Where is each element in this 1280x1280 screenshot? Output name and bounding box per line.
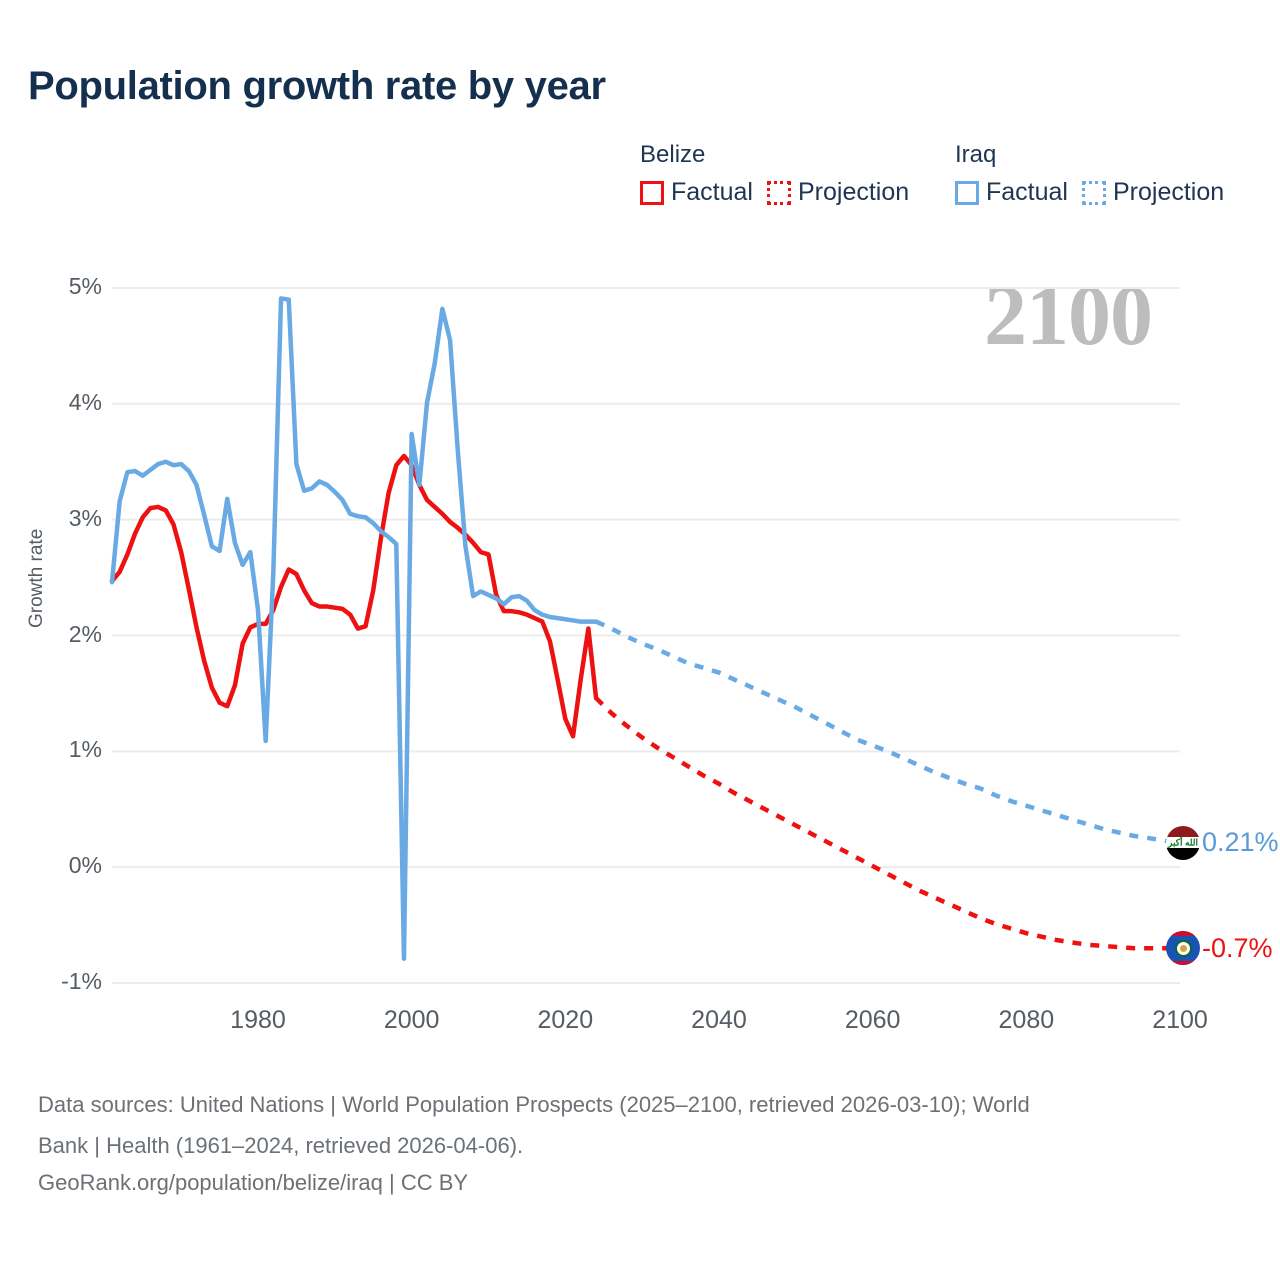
- page-title: Population growth rate by year: [28, 64, 606, 108]
- y-tick-label: 3%: [68, 504, 102, 531]
- legend-group-belize: Belize Factual Projection: [640, 140, 909, 207]
- legend-swatch-dotted-icon: [766, 180, 791, 205]
- legend-item-belize-factual[interactable]: Factual: [640, 178, 753, 207]
- y-tick-label: 1%: [68, 736, 102, 763]
- legend-items-iraq: Factual Projection: [955, 178, 1224, 207]
- x-tick-label: 2020: [537, 1006, 594, 1034]
- iraq-flag-icon: الله أكبر: [1166, 825, 1200, 860]
- footer-sources: Data sources: United Nations | World Pop…: [38, 1086, 1248, 1201]
- x-tick-label: 2040: [691, 1006, 747, 1034]
- series-line-iraq-projection: [595, 619, 1181, 846]
- year-watermark: 2100: [984, 267, 1153, 363]
- belize-flag-icon: [1166, 931, 1200, 966]
- endpoint-iraq: الله أكبر 0.21%: [1166, 825, 1279, 860]
- legend-group-iraq: Iraq Factual Projection: [955, 140, 1224, 207]
- x-tick-label: 1980: [230, 1006, 286, 1034]
- legend-item-iraq-projection[interactable]: Projection: [1081, 178, 1225, 207]
- legend-items-belize: Factual Projection: [640, 178, 909, 207]
- footer-line-3[interactable]: GeoRank.org/population/belize/iraq | CC …: [38, 1170, 469, 1195]
- legend-label-iraq-factual: Factual: [986, 178, 1068, 206]
- y-tick-label: -1%: [61, 968, 102, 994]
- series-line-belize-factual: [109, 453, 599, 739]
- legend-country-iraq: Iraq: [955, 141, 997, 168]
- legend-swatch-dotted-icon: [1081, 180, 1106, 205]
- series-line-belize-projection: [594, 696, 1180, 951]
- legend-country-belize: Belize: [640, 141, 706, 168]
- series-line-iraq-factual: [109, 296, 599, 961]
- x-tick-label: 2000: [383, 1006, 440, 1034]
- footer-line-2: Bank | Health (1961–2024, retrieved 2026…: [38, 1133, 524, 1158]
- y-tick-label: 0%: [68, 852, 102, 879]
- footer-line-1: Data sources: United Nations | World Pop…: [38, 1092, 1030, 1117]
- y-tick-label: 4%: [68, 388, 102, 415]
- legend-label-belize-projection: Projection: [797, 178, 910, 206]
- legend-swatch-solid-icon: [955, 180, 979, 205]
- x-tick-label: 2100: [1152, 1006, 1208, 1034]
- legend-label-iraq-projection: Projection: [1112, 178, 1225, 206]
- x-tick-label: 2080: [998, 1006, 1055, 1034]
- endpoint-value-iraq: 0.21%: [1202, 827, 1279, 858]
- endpoint-belize: -0.7%: [1166, 931, 1273, 966]
- chart-legend: Belize Factual Projection Iraq Factual: [640, 140, 1255, 230]
- legend-item-iraq-factual[interactable]: Factual: [955, 178, 1068, 207]
- endpoint-value-belize: -0.7%: [1202, 932, 1273, 963]
- legend-swatch-solid-icon: [640, 180, 664, 205]
- legend-item-belize-projection[interactable]: Projection: [766, 178, 910, 207]
- y-tick-label: 5%: [68, 273, 102, 299]
- y-tick-label: 2%: [68, 620, 102, 647]
- legend-label-belize-factual: Factual: [671, 178, 753, 206]
- x-tick-label: 2060: [844, 1006, 901, 1034]
